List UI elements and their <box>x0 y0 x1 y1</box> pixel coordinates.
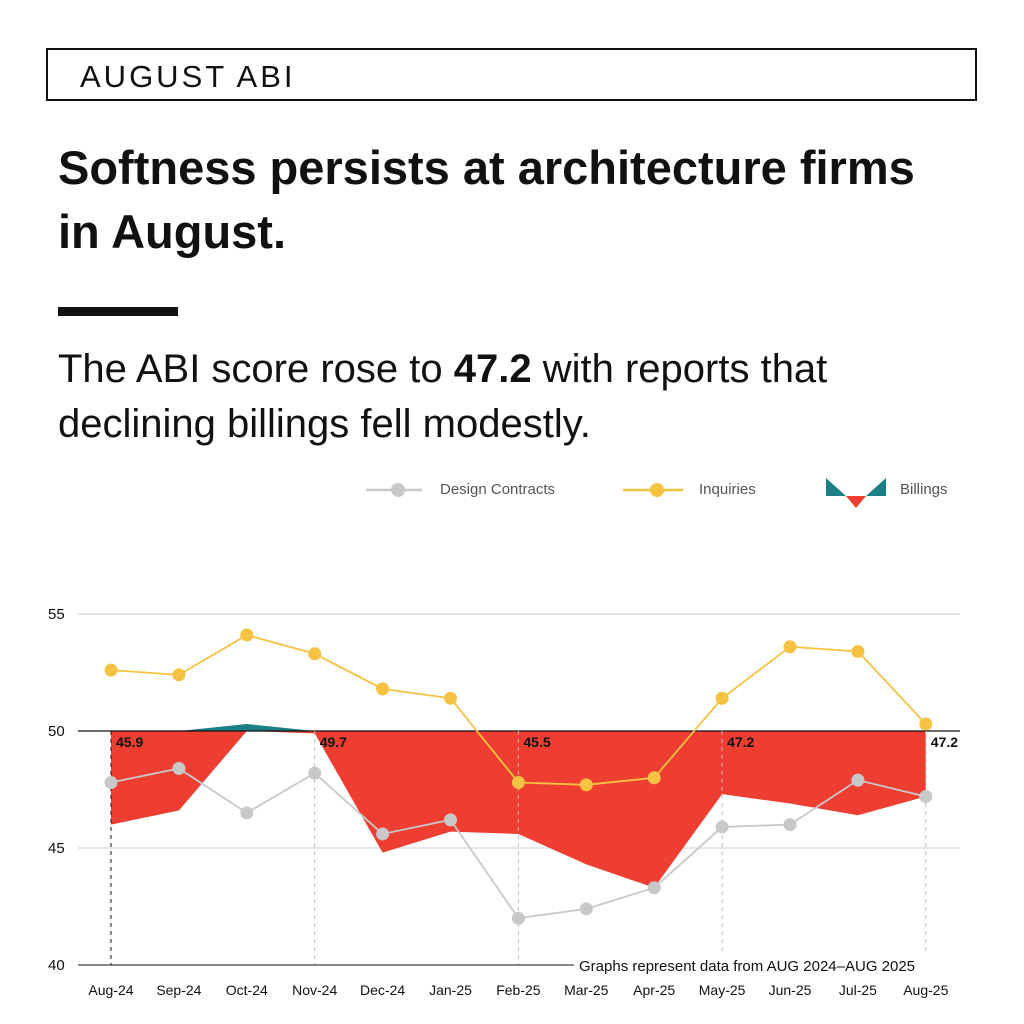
note-background <box>574 955 974 975</box>
inquiries-point <box>851 644 865 658</box>
inquiries-point <box>444 691 457 705</box>
inquiries-point <box>579 778 593 792</box>
x-tick-label: Dec-24 <box>360 982 405 998</box>
annotation-label: 49.7 <box>320 734 347 750</box>
subhead: The ABI score rose to 47.2 with reports … <box>58 342 938 452</box>
inquiries-point <box>647 771 661 785</box>
legend-label-design-contracts: Design Contracts <box>440 481 556 498</box>
subhead-after: with reports that declining billings fel… <box>58 347 828 446</box>
chart-legend: Design Contracts Inquiries Billings <box>0 470 1024 510</box>
annotation-label: 45.9 <box>116 734 143 750</box>
x-tick-label: Aug-25 <box>903 982 948 998</box>
x-tick-label: Sep-24 <box>156 982 201 998</box>
y-tick-label: 55 <box>48 606 65 623</box>
x-tick-label: Nov-24 <box>292 982 337 998</box>
design-contracts-point <box>104 775 118 789</box>
x-tick-label: Mar-25 <box>564 982 609 998</box>
design-contracts-point <box>579 902 593 916</box>
inquiries-point <box>172 668 186 682</box>
x-tick-label: Jan-25 <box>429 982 472 998</box>
y-tick-label: 45 <box>48 840 65 857</box>
annotation-label: 47.2 <box>727 734 754 750</box>
headline: Softness persists at architecture firms … <box>58 141 915 258</box>
x-tick-label: Feb-25 <box>496 982 541 998</box>
inquiries-point <box>376 682 390 696</box>
x-tick-label: May-25 <box>699 982 746 998</box>
inquiries-point <box>308 647 322 661</box>
legend-design-contracts: Design Contracts <box>366 470 586 510</box>
design-contracts-point <box>919 790 933 804</box>
x-tick-label: Aug-24 <box>88 982 133 998</box>
design-contracts-point <box>308 766 322 780</box>
annotation-label: 45.5 <box>523 734 550 750</box>
y-tick-label: 50 <box>48 723 65 740</box>
legend-inquiries: Inquiries <box>623 470 783 510</box>
legend-billings: Billings <box>826 470 966 510</box>
y-tick-label: 40 <box>48 957 65 974</box>
kicker-box: AUGUST ABI <box>46 48 977 101</box>
inquiries-point <box>919 717 933 731</box>
billings-area-above-50 <box>111 723 926 731</box>
inquiries-point <box>104 663 118 677</box>
inquiries-point <box>511 775 525 789</box>
design-contracts-point <box>444 813 457 827</box>
design-contracts-point <box>647 881 661 895</box>
subhead-before: The ABI score rose to <box>58 347 454 391</box>
billings-swatch-icon <box>826 478 886 508</box>
inquiries-point <box>715 691 729 705</box>
inquiries-point <box>240 628 254 642</box>
annotation-label: 47.2 <box>931 734 958 750</box>
billings-area-below-50 <box>111 731 926 888</box>
x-tick-label: Jul-25 <box>839 982 877 998</box>
legend-label-inquiries: Inquiries <box>699 481 756 498</box>
design-contracts-point <box>783 818 797 832</box>
x-tick-label: Jun-25 <box>769 982 812 998</box>
design-contracts-point <box>851 773 865 787</box>
inquiries-swatch-icon <box>623 483 683 497</box>
kicker: AUGUST ABI <box>80 59 296 94</box>
inquiries-point <box>783 640 797 654</box>
design-contracts-point <box>240 806 254 820</box>
divider-rule <box>58 307 178 316</box>
design-contracts-swatch-icon <box>366 483 422 497</box>
legend-label-billings: Billings <box>900 481 948 498</box>
design-contracts-point <box>376 827 390 841</box>
design-contracts-point <box>172 761 186 775</box>
x-tick-label: Oct-24 <box>226 982 268 998</box>
x-tick-label: Apr-25 <box>633 982 675 998</box>
design-contracts-point <box>511 911 525 925</box>
chart-note: Graphs represent data from AUG 2024–AUG … <box>579 958 915 975</box>
design-contracts-point <box>715 820 729 834</box>
subhead-value: 47.2 <box>453 347 532 391</box>
